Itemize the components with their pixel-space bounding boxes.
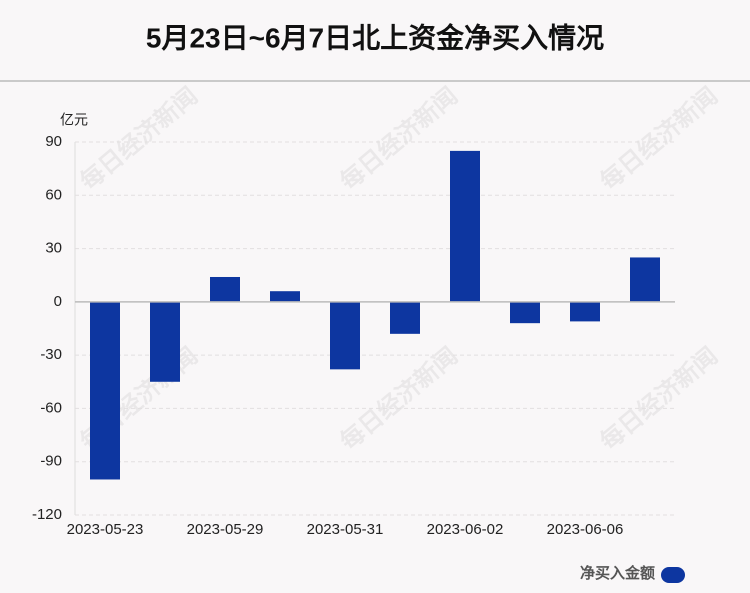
y-tick-label: 90 [45, 133, 62, 150]
y-tick-label: -90 [40, 453, 62, 470]
y-tick-label: 30 [45, 240, 62, 257]
bar [330, 301, 360, 370]
chart-title: 5月23日~6月7日北上资金净买入情况 [146, 21, 604, 53]
y-tick-label: -60 [40, 399, 62, 416]
bar [630, 257, 660, 302]
x-tick-label: 2023-06-06 [547, 521, 624, 538]
legend-label: 净买入金额 [580, 564, 655, 582]
x-tick-label: 2023-05-31 [307, 521, 384, 538]
bar [90, 301, 120, 480]
x-tick-label: 2023-06-02 [427, 521, 504, 538]
bar [210, 276, 240, 302]
x-tick-label: 2023-05-23 [67, 521, 144, 538]
y-tick-label: -120 [32, 506, 62, 523]
y-unit: 亿元 [60, 112, 88, 128]
bar [390, 301, 420, 334]
y-tick-label: -30 [40, 346, 62, 363]
x-tick-label: 2023-05-29 [187, 521, 264, 538]
y-tick-label: 0 [54, 293, 62, 310]
bar [450, 150, 480, 302]
legend-swatch [661, 567, 685, 583]
bar [150, 301, 180, 382]
y-tick-label: 60 [45, 186, 62, 203]
bar [510, 301, 540, 324]
bar [270, 291, 300, 302]
bar [570, 301, 600, 322]
